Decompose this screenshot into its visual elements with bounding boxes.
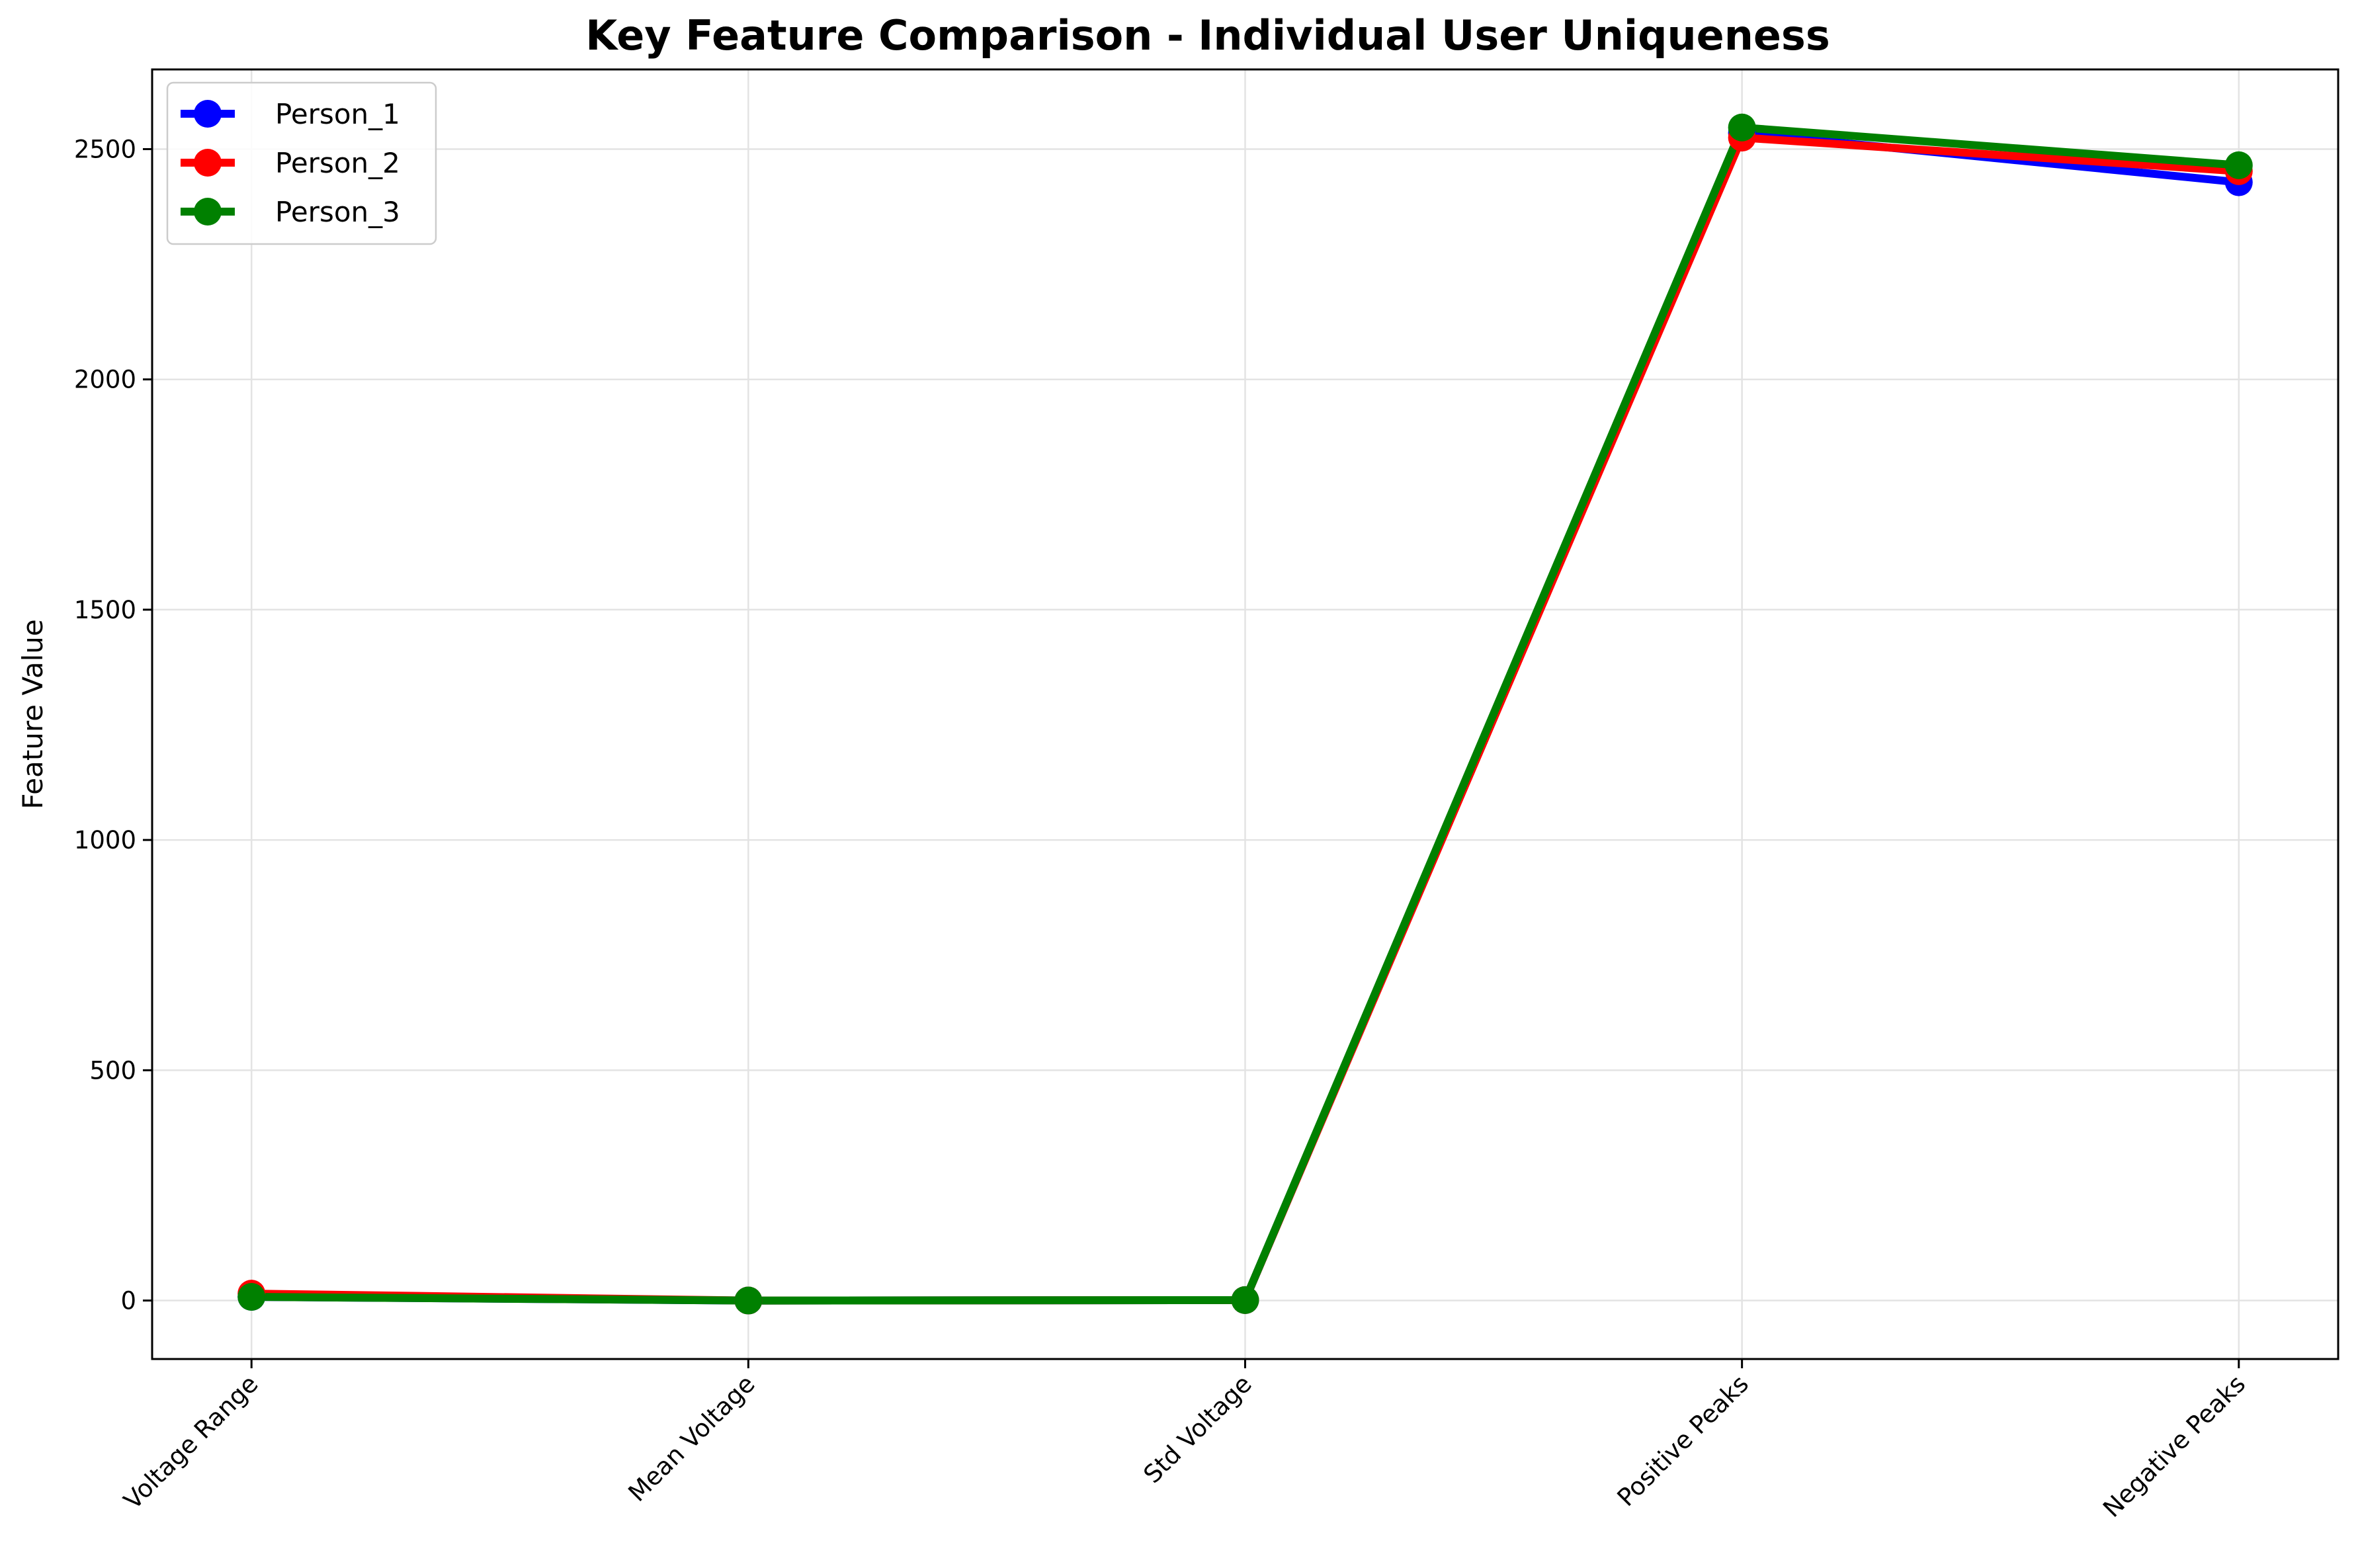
x-tick-label: Mean Voltage — [623, 1370, 761, 1507]
legend-label: Person_1 — [275, 98, 400, 130]
series-points — [237, 113, 2253, 1315]
x-tick-label: Positive Peaks — [1612, 1370, 1754, 1512]
data-point — [2224, 151, 2253, 179]
x-tick-label: Voltage Range — [118, 1370, 264, 1515]
data-point — [1231, 1286, 1259, 1314]
legend-marker — [194, 149, 222, 177]
data-point — [1728, 113, 1756, 142]
y-tick-label: 2500 — [74, 135, 136, 163]
x-axis-ticks: Voltage Range Mean Voltage Std Voltage Posi… — [118, 1359, 2251, 1523]
legend: Person_1 Person_2 Person_3 — [166, 81, 437, 245]
y-tick-label: 1500 — [74, 596, 136, 624]
x-tick-label: Std Voltage — [1138, 1370, 1257, 1489]
legend-label: Person_3 — [275, 196, 400, 228]
x-tick-label: Negative Peaks — [2097, 1370, 2251, 1523]
y-tick-label: 500 — [89, 1056, 136, 1085]
data-point — [237, 1282, 266, 1311]
legend-marker — [194, 198, 222, 226]
y-tick-label: 0 — [120, 1287, 136, 1315]
legend-marker — [194, 100, 222, 128]
y-tick-label: 2000 — [74, 366, 136, 394]
chart-title: Key Feature Comparison - Individual User… — [585, 11, 1830, 60]
legend-label: Person_2 — [275, 147, 400, 179]
y-tick-label: 1000 — [74, 826, 136, 854]
grid — [152, 69, 2338, 1359]
data-point — [734, 1286, 763, 1315]
legend-box — [166, 81, 437, 245]
y-axis-ticks: 0 500 1000 1500 2000 2500 — [74, 135, 152, 1315]
y-axis-label: Feature Value — [17, 619, 49, 809]
